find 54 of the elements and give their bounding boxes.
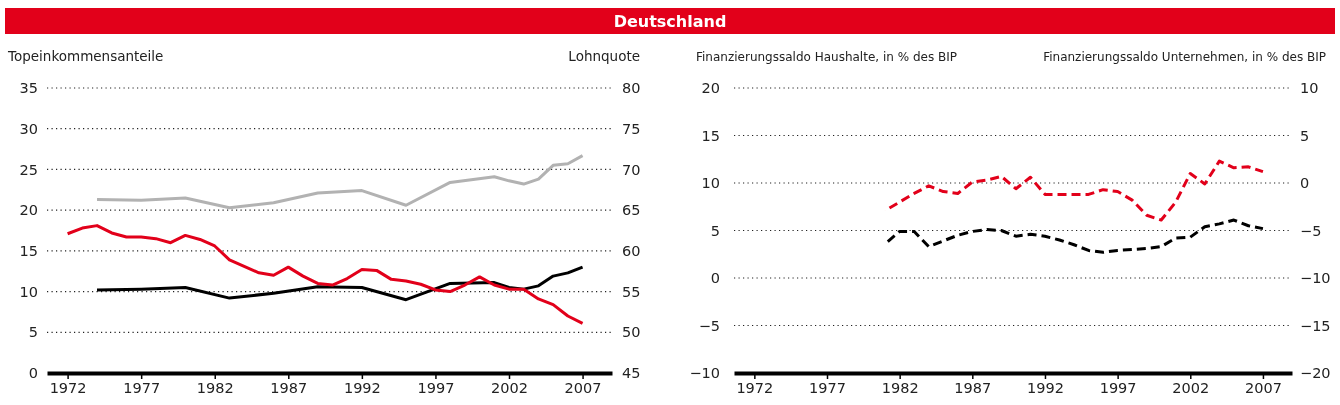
y2-tick-label: 55 (622, 283, 641, 300)
y2-tick-label: 75 (622, 120, 641, 137)
x-tick-label: 1992 (1027, 380, 1064, 397)
y-tick-label: 15 (19, 243, 38, 259)
x-tick-label: 1997 (1099, 380, 1137, 397)
x-tick-label: 1972 (736, 380, 774, 397)
x-tick-label: 2007 (1244, 380, 1282, 397)
y-tick-label: 15 (701, 127, 720, 144)
y2-tick-label: 45 (622, 365, 641, 382)
y-tick-label: −5 (698, 317, 720, 334)
y2-tick-label: 60 (622, 243, 641, 259)
y-tick-label: 0 (28, 365, 38, 382)
line-series (95, 154, 585, 210)
x-tick-label: 1987 (270, 380, 308, 397)
y-tick-label: 0 (710, 270, 720, 287)
y2-axis-title: Lohnquote (568, 48, 640, 64)
y2-tick-label: 70 (622, 161, 641, 178)
y2-tick-label: −10 (1300, 270, 1331, 287)
y-tick-label: 5 (28, 324, 38, 341)
y-tick-label: 35 (19, 80, 38, 97)
x-tick-label: 1982 (881, 380, 919, 397)
y2-axis-title: Finanzierungssaldo Unternehmen, in % des BIP (1043, 50, 1326, 64)
line-series (95, 265, 585, 302)
y-tick-label: 30 (19, 120, 38, 137)
x-tick-label: 1987 (954, 380, 992, 397)
y-tick-label: 20 (19, 202, 38, 219)
text: Deutschland (613, 12, 727, 31)
y-tick-label: 5 (710, 222, 720, 239)
y2-tick-label: 65 (622, 202, 641, 219)
y-tick-label: 10 (701, 175, 720, 192)
x-tick-label: 1982 (196, 380, 234, 397)
x-tick-label: 1992 (343, 380, 381, 397)
x-tick-label: 1977 (809, 380, 846, 397)
y-tick-label: 10 (19, 283, 38, 300)
y2-tick-label: 0 (1300, 175, 1310, 192)
y2-tick-label: 5 (1300, 127, 1310, 144)
y-tick-label: 25 (19, 161, 38, 178)
x-tick-label: 2002 (1172, 380, 1210, 397)
x-tick-label: 1997 (417, 380, 455, 397)
y-axis-title: Topeinkommensanteile (7, 48, 164, 64)
y2-tick-label: 80 (622, 80, 641, 97)
y2-tick-label: 10 (1300, 80, 1319, 97)
x-tick-label: 2002 (491, 380, 528, 397)
y2-tick-label: −15 (1300, 317, 1331, 334)
x-tick-label: 1977 (123, 380, 161, 397)
y-tick-label: 20 (701, 80, 720, 97)
x-tick-label: 1972 (49, 380, 87, 397)
y2-tick-label: −20 (1300, 365, 1331, 382)
y2-tick-label: 50 (622, 324, 641, 341)
y-axis-title: Finanzierungssaldo Haushalte, in % des BIP (696, 50, 957, 64)
x-tick-label: 2007 (564, 380, 602, 397)
y2-tick-label: −5 (1300, 222, 1322, 239)
line-series (66, 224, 585, 325)
y-tick-label: −10 (689, 365, 720, 382)
